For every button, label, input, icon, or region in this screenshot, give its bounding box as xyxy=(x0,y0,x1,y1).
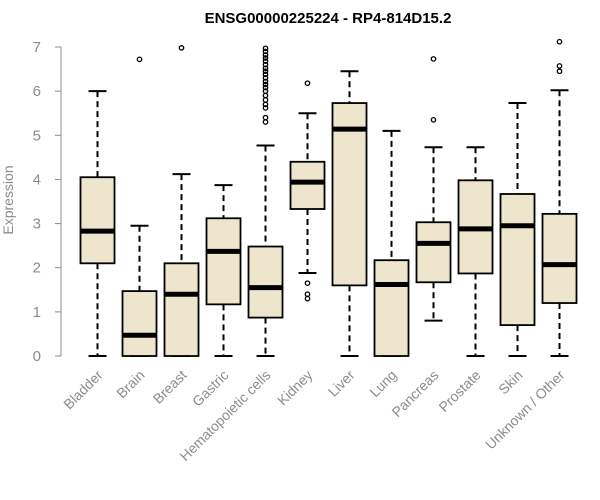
outlier-point xyxy=(262,68,269,75)
x-tick-label: Prostate xyxy=(435,367,483,415)
iqr-box xyxy=(247,245,284,319)
outlier-point xyxy=(262,71,269,78)
y-tick-label: 5 xyxy=(33,127,41,144)
outlier-point xyxy=(556,63,563,69)
x-tick-label: Breast xyxy=(150,367,190,407)
outlier-point xyxy=(430,56,437,62)
iqr-box xyxy=(163,262,200,357)
box-lung xyxy=(373,129,410,357)
iqr-box xyxy=(205,217,242,306)
x-tick-label: Brain xyxy=(113,367,147,401)
iqr-box xyxy=(289,160,326,210)
outlier-point xyxy=(262,61,269,68)
iqr-box xyxy=(79,176,116,265)
outlier-point xyxy=(304,295,311,302)
outlier-point xyxy=(262,52,269,58)
outlier-point xyxy=(262,114,269,121)
outlier-point xyxy=(304,80,311,87)
outlier-point xyxy=(136,56,143,63)
outlier-point xyxy=(262,78,269,85)
box-breast xyxy=(163,45,200,357)
outlier-point xyxy=(262,55,269,61)
outlier-point xyxy=(262,81,269,88)
outlier-point xyxy=(262,65,269,72)
outlier-point xyxy=(262,45,269,52)
outlier-point xyxy=(304,280,311,287)
x-tick-label: Lung xyxy=(366,367,399,400)
outlier-point xyxy=(262,75,269,81)
box-unknown-other xyxy=(541,38,578,357)
y-tick-label: 0 xyxy=(33,348,41,365)
box-bladder xyxy=(79,90,116,357)
y-tick-label: 1 xyxy=(33,304,41,321)
outlier-point xyxy=(262,84,269,91)
y-tick-label: 2 xyxy=(33,260,41,277)
outlier-point xyxy=(262,92,269,99)
outlier-point xyxy=(262,88,269,94)
x-tick-label: Unknown / Other xyxy=(482,367,568,453)
y-tick-label: 4 xyxy=(33,171,41,188)
y-tick-label: 3 xyxy=(33,216,41,233)
outlier-point xyxy=(556,68,563,75)
x-tick-label: Skin xyxy=(495,367,526,398)
outlier-point xyxy=(556,38,563,45)
iqr-box xyxy=(373,259,410,357)
outlier-point xyxy=(262,58,269,64)
iqr-box xyxy=(331,102,368,287)
outlier-point xyxy=(178,45,185,51)
y-axis-title: Expression xyxy=(0,165,16,234)
box-kidney xyxy=(289,80,326,302)
box-series xyxy=(79,38,578,357)
box-gastric xyxy=(205,184,242,357)
x-tick-label: Bladder xyxy=(60,367,106,413)
box-skin xyxy=(499,102,536,357)
y-tick-label: 7 xyxy=(33,39,41,56)
outlier-point xyxy=(262,97,269,103)
chart-title: ENSG00000225224 - RP4-814D15.2 xyxy=(205,10,452,27)
box-liver xyxy=(331,70,368,357)
iqr-box xyxy=(121,290,158,357)
y-axis: 0 1 2 3 4 5 6 7 xyxy=(33,39,62,365)
x-tick-label: Pancreas xyxy=(388,367,441,420)
iqr-box xyxy=(499,193,536,326)
box-pancreas xyxy=(415,56,452,322)
box-brain xyxy=(121,56,158,357)
outlier-point xyxy=(430,116,437,123)
iqr-box xyxy=(415,221,452,284)
outlier-point xyxy=(262,48,269,55)
outlier-point xyxy=(304,291,311,298)
y-tick-label: 6 xyxy=(33,83,41,100)
iqr-box xyxy=(541,212,578,304)
x-tick-label: Kidney xyxy=(274,367,316,409)
outlier-point xyxy=(262,105,269,111)
box-prostate xyxy=(457,146,494,357)
outlier-point xyxy=(262,119,269,125)
box-hematopoietic-cells xyxy=(247,45,284,357)
x-tick-label: Liver xyxy=(325,367,358,400)
